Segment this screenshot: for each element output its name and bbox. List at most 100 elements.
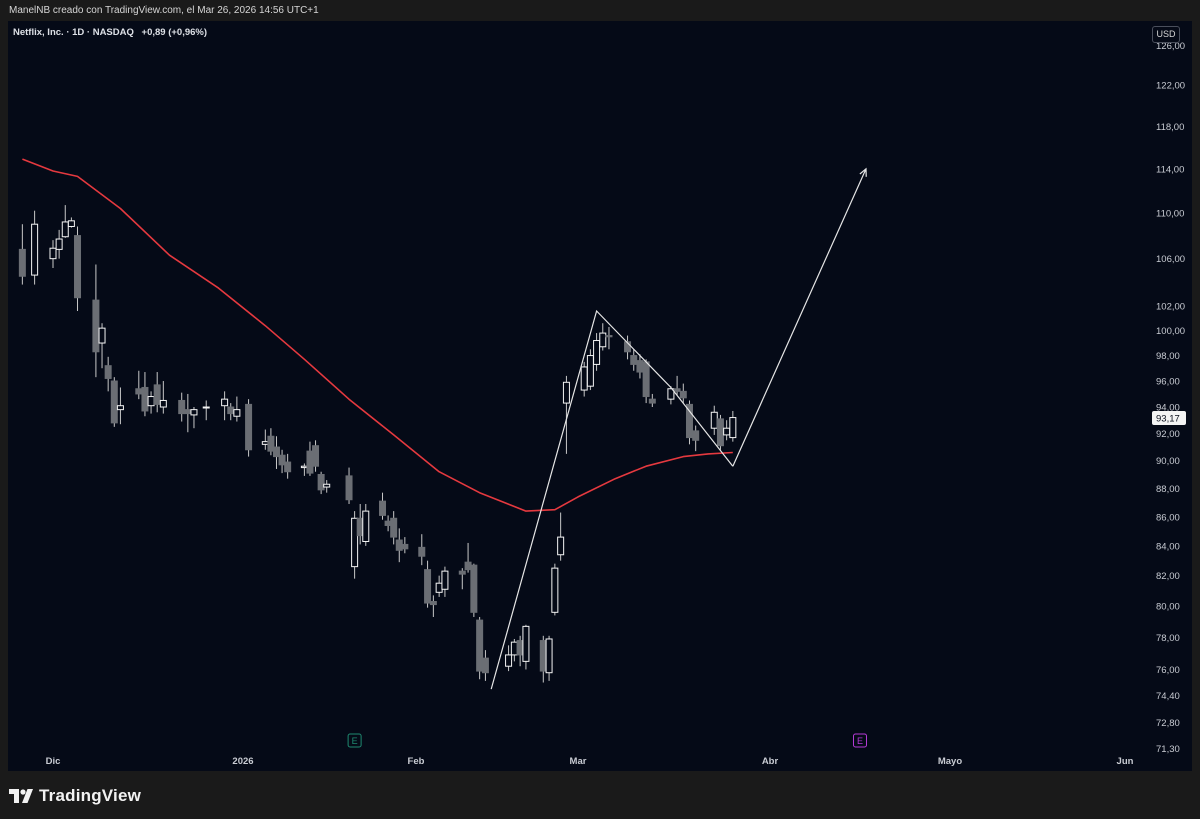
y-tick-label: 84,00 [1156, 541, 1180, 552]
candle-body-up [522, 625, 530, 662]
y-tick-label: 106,00 [1156, 254, 1185, 265]
candle-body-down [317, 473, 325, 491]
candle [116, 387, 124, 425]
x-tick-label: Feb [408, 756, 425, 767]
earnings-marker[interactable]: E [347, 733, 362, 748]
earnings-marker-box [853, 733, 867, 748]
candle-body-up [98, 327, 106, 344]
candle-body-down [267, 435, 275, 452]
y-tick-label: 71,30 [1156, 744, 1180, 755]
y-tick-label: 100,00 [1156, 326, 1185, 337]
y-tick-label: 110,00 [1156, 208, 1184, 219]
candle [429, 595, 437, 617]
footer-brand: TradingView [39, 786, 142, 805]
y-tick-label: 92,00 [1156, 429, 1180, 440]
candle [345, 467, 353, 504]
trend-drawing[interactable] [490, 309, 734, 690]
candle-body-down [74, 235, 82, 299]
candle-body-down [516, 640, 524, 656]
candle [667, 386, 675, 405]
candle-body-up [505, 654, 513, 667]
candle [710, 405, 718, 435]
candle [729, 410, 737, 442]
candle [593, 333, 601, 371]
candle-body-up [67, 220, 75, 227]
candle-body-down [464, 561, 472, 571]
candle-body-up [593, 340, 601, 365]
y-tick-label: 76,00 [1156, 665, 1180, 676]
candle-body-down [110, 380, 118, 424]
candle-body-up [323, 483, 331, 488]
moving-average-line [22, 158, 733, 512]
y-tick-label: 126,00 [1156, 41, 1185, 52]
projection-arrow[interactable] [732, 168, 867, 467]
candle-body-down [227, 406, 235, 415]
candle [110, 377, 118, 427]
candle-body-up [147, 396, 155, 407]
candle [692, 425, 700, 452]
earnings-marker[interactable]: E [853, 733, 867, 748]
candle-body-down [636, 360, 644, 373]
candle-body-down [178, 399, 186, 415]
y-tick-label: 114,00 [1156, 164, 1184, 175]
candle [435, 575, 443, 597]
tradingview-logo[interactable]: TradingView [9, 786, 141, 806]
candle-body-down [679, 390, 687, 399]
candle [98, 323, 106, 369]
candle [716, 414, 724, 450]
candle [61, 205, 69, 238]
x-tick-label: Abr [762, 756, 779, 767]
price-axis: 126,00 122,00 118,00 114,00 110,00 106,00 102,… [1156, 41, 1185, 755]
candle [245, 399, 253, 457]
candle [586, 349, 594, 391]
candle [464, 542, 472, 573]
candle [545, 635, 553, 681]
candle-body-down [379, 500, 387, 516]
candle-body-up [55, 238, 63, 250]
candle [104, 356, 112, 392]
candle-body-down [272, 446, 280, 458]
y-tick-label: 86,00 [1156, 512, 1180, 523]
y-tick-label: 102,00 [1156, 302, 1185, 313]
y-tick-label: 74,40 [1156, 691, 1180, 702]
last-price-box [1152, 410, 1186, 425]
arrow-head [859, 167, 867, 177]
candle [362, 503, 370, 546]
candle-body-down [184, 409, 192, 415]
candle-body-up [116, 405, 124, 411]
candle-body-up [557, 536, 565, 556]
candle [159, 381, 167, 414]
candle [642, 359, 650, 404]
candle [685, 400, 693, 445]
candle [184, 393, 192, 433]
tradingview-logo-icon [9, 789, 33, 803]
candle-body-down [429, 601, 437, 606]
candle-body-up [202, 406, 210, 409]
candle [630, 349, 638, 371]
candle-body-up [362, 510, 370, 542]
earnings-marker-label: E [352, 736, 358, 746]
candle-body-up [435, 582, 443, 593]
candle-body-up [723, 427, 731, 436]
candle [679, 383, 687, 404]
candle-body-down [401, 543, 409, 550]
candle [470, 563, 478, 617]
candle [516, 635, 524, 667]
y-tick-label: 118,00 [1156, 122, 1184, 133]
candles [18, 205, 737, 683]
currency-button[interactable]: USD [1152, 26, 1180, 43]
last-price-marker: 93,17 [1152, 410, 1186, 425]
y-tick-label: 72,80 [1156, 718, 1180, 729]
candle-body-up [599, 332, 607, 348]
candle [605, 326, 613, 350]
candle [31, 210, 39, 285]
candle [323, 480, 331, 493]
candle [233, 396, 241, 422]
candle [390, 511, 398, 545]
candle [74, 226, 82, 312]
candle-body-down [418, 546, 426, 557]
candle-body-down [481, 657, 489, 674]
candle-body-up [729, 417, 737, 439]
